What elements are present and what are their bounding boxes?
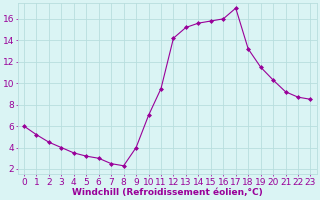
X-axis label: Windchill (Refroidissement éolien,°C): Windchill (Refroidissement éolien,°C) (72, 188, 263, 197)
